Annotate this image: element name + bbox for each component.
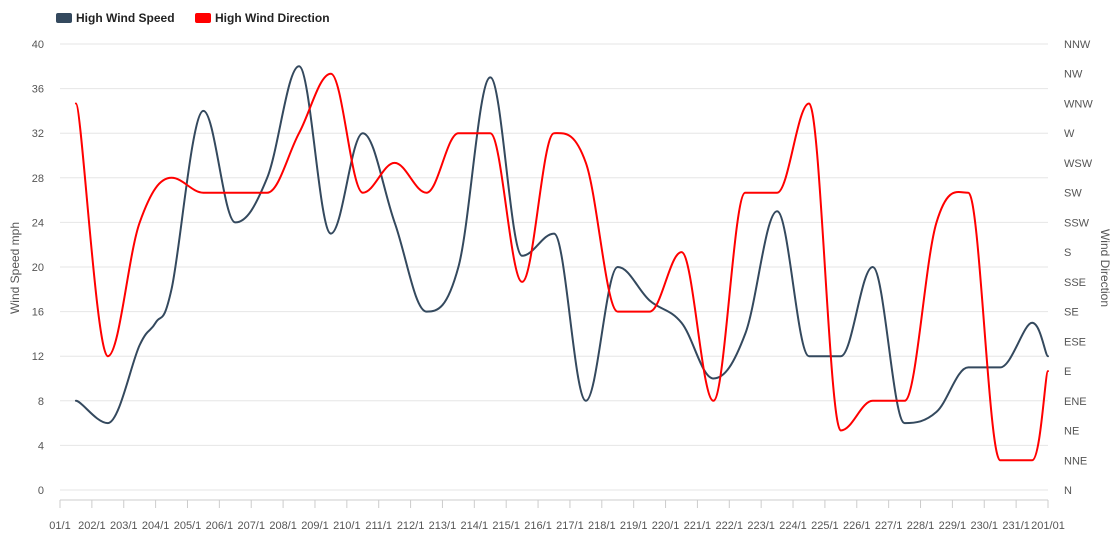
- y-right-tick-label: N: [1064, 485, 1072, 497]
- legend-swatch-wind-direction: [195, 13, 211, 23]
- y-axis-right-title: Wind Direction: [1098, 229, 1112, 307]
- y-right-tick-label: SE: [1064, 307, 1079, 319]
- x-tick-label: 217/1: [556, 520, 584, 532]
- x-tick-label: 213/1: [429, 520, 457, 532]
- y-right-tick-label: WNW: [1064, 98, 1093, 110]
- y-left-tick-label: 28: [32, 173, 44, 185]
- x-tick-label: 231/1: [1002, 520, 1030, 532]
- x-tick-label: 210/1: [333, 520, 361, 532]
- y-left-tick-label: 36: [32, 84, 44, 96]
- grid: [60, 43, 1048, 491]
- x-tick-label: 214/1: [461, 520, 489, 532]
- x-tick-label: 201/01: [1031, 520, 1065, 532]
- y-left-tick-label: 12: [32, 351, 44, 363]
- series-line[interactable]: [74, 65, 1049, 425]
- x-tick-label: 203/1: [110, 520, 138, 532]
- y-right-tick-label: NNE: [1064, 455, 1087, 467]
- y-left-tick-label: 16: [32, 307, 44, 319]
- y-left-tick-label: 24: [32, 217, 44, 229]
- x-tick-label: 204/1: [142, 520, 170, 532]
- x-tick-label: 223/1: [747, 520, 775, 532]
- x-tick-label: 220/1: [652, 520, 680, 532]
- legend[interactable]: High Wind Speed High Wind Direction: [56, 11, 330, 25]
- x-tick-label: 01/1: [49, 520, 70, 532]
- x-tick-label: 212/1: [397, 520, 425, 532]
- x-tick-label: 230/1: [970, 520, 998, 532]
- y-left-tick-label: 20: [32, 262, 44, 274]
- y-right-tick-label: ENE: [1064, 396, 1087, 408]
- x-tick-label: 206/1: [206, 520, 234, 532]
- legend-swatch-wind-speed: [56, 13, 72, 23]
- x-tick-label: 202/1: [78, 520, 106, 532]
- y-axis-left-title: Wind Speed mph: [8, 222, 22, 314]
- y-left-tick-label: 0: [38, 485, 44, 497]
- x-tick-label: 228/1: [907, 520, 935, 532]
- y-left-tick-label: 4: [38, 440, 44, 452]
- y-axis-right-ticks: N NNE NE ENE E ESE SE SSE S SSW SW WSW W WNW NW NNW: [1064, 39, 1093, 497]
- y-right-tick-label: NE: [1064, 426, 1079, 438]
- x-tick-label: 219/1: [620, 520, 648, 532]
- y-left-tick-label: 40: [32, 39, 44, 51]
- x-tick-label: 216/1: [524, 520, 552, 532]
- y-right-tick-label: NW: [1064, 69, 1083, 81]
- x-tick-label: 209/1: [301, 520, 329, 532]
- x-tick-label: 224/1: [779, 520, 807, 532]
- legend-item-wind-direction[interactable]: High Wind Direction: [195, 11, 330, 25]
- y-right-tick-label: NNW: [1064, 39, 1091, 51]
- x-tick-label: 218/1: [588, 520, 616, 532]
- legend-label-wind-speed: High Wind Speed: [76, 11, 175, 25]
- x-tick-label: 229/1: [939, 520, 967, 532]
- x-tick-label: 211/1: [365, 520, 392, 532]
- y-right-tick-label: SSE: [1064, 277, 1086, 289]
- y-right-tick-label: ESE: [1064, 336, 1086, 348]
- x-axis: 01/1 202/1 203/1 204/1 205/1 206/1 207/1 208/1 2…: [49, 499, 1065, 532]
- x-tick-label: 207/1: [237, 520, 265, 532]
- x-tick-label: 205/1: [174, 520, 202, 532]
- y-left-tick-label: 8: [38, 396, 44, 408]
- y-right-tick-label: E: [1064, 366, 1071, 378]
- x-tick-label: 208/1: [269, 520, 297, 532]
- y-right-tick-label: S: [1064, 247, 1071, 259]
- x-tick-label: 222/1: [716, 520, 744, 532]
- series-wind-speed[interactable]: [74, 65, 1049, 425]
- x-tick-label: 225/1: [811, 520, 839, 532]
- x-tick-label: 226/1: [843, 520, 871, 532]
- series-wind-direction[interactable]: [74, 72, 1049, 462]
- x-tick-label: 227/1: [875, 520, 903, 532]
- y-right-tick-label: SSW: [1064, 217, 1090, 229]
- y-right-tick-label: WSW: [1064, 158, 1093, 170]
- y-right-tick-label: SW: [1064, 188, 1082, 200]
- series[interactable]: [74, 65, 1049, 462]
- x-tick-label: 215/1: [492, 520, 520, 532]
- y-axis-left-ticks: 0 4 8 12 16 20 24 28 32 36 40: [32, 39, 44, 497]
- y-left-tick-label: 32: [32, 128, 44, 140]
- legend-label-wind-direction: High Wind Direction: [215, 11, 330, 25]
- x-tick-label: 221/1: [684, 520, 712, 532]
- y-right-tick-label: W: [1064, 128, 1075, 140]
- series-line[interactable]: [74, 72, 1049, 462]
- legend-item-wind-speed[interactable]: High Wind Speed: [56, 11, 175, 25]
